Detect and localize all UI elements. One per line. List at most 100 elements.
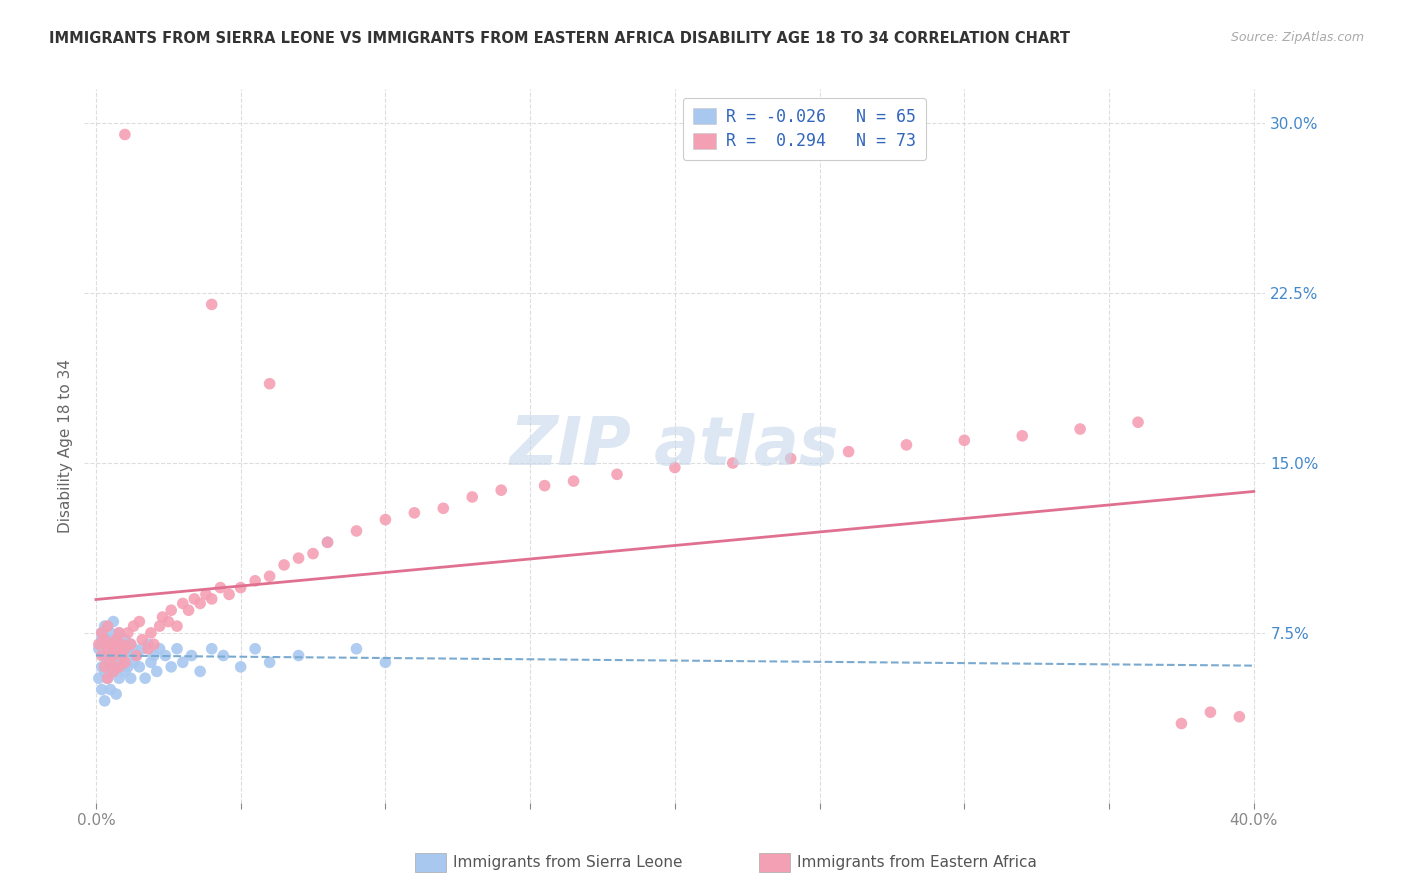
Y-axis label: Disability Age 18 to 34: Disability Age 18 to 34 [58,359,73,533]
Point [93,637,115,651]
Point [145,665,167,679]
Point [316,535,339,549]
Point [111,637,134,651]
Point [114,632,136,647]
Point [606,467,628,482]
Text: IMMIGRANTS FROM SIERRA LEONE VS IMMIGRANTS FROM EASTERN AFRICA DISABILITY AGE 18: IMMIGRANTS FROM SIERRA LEONE VS IMMIGRAN… [49,31,1070,46]
Point [90,648,112,663]
Point [139,656,162,670]
Point [149,619,172,633]
Point [108,626,131,640]
Point [155,648,177,663]
Point [103,648,125,663]
Point [166,619,188,633]
Point [103,615,125,629]
Point [149,641,172,656]
Point [105,648,128,663]
Point [105,660,128,674]
Point [90,626,112,640]
Point [111,648,134,663]
Point [131,641,153,656]
Point [1126,415,1149,429]
Point [346,641,368,656]
Text: Source: ZipAtlas.com: Source: ZipAtlas.com [1230,31,1364,45]
Point [953,434,976,448]
Point [100,641,122,656]
Point [134,671,156,685]
Point [180,648,202,663]
Point [108,641,131,656]
Point [721,456,744,470]
Legend: R = -0.026   N = 65, R =  0.294   N = 73: R = -0.026 N = 65, R = 0.294 N = 73 [683,97,927,161]
Point [125,648,148,663]
Point [287,648,309,663]
Point [1011,429,1033,443]
Point [90,632,112,647]
Point [103,637,125,651]
Point [838,444,860,458]
Point [114,665,136,679]
Point [128,615,150,629]
Point [1170,716,1192,731]
Point [287,551,309,566]
Point [96,641,118,656]
Point [103,665,125,679]
Point [103,648,125,663]
Point [664,460,686,475]
Point [273,558,295,572]
Point [93,648,115,663]
Point [111,637,134,651]
Point [96,671,118,685]
Point [166,641,188,656]
Point [117,626,139,640]
Point [96,641,118,656]
Point [201,297,224,311]
Point [100,626,122,640]
Point [122,656,145,670]
Point [114,648,136,663]
Point [533,478,555,492]
Point [114,641,136,656]
Point [404,506,426,520]
Point [201,591,224,606]
Point [90,626,112,640]
Point [90,682,112,697]
Point [188,597,211,611]
Point [259,656,281,670]
Point [100,637,122,651]
Point [93,694,115,708]
Point [96,656,118,670]
Point [139,626,162,640]
Point [218,587,240,601]
Point [105,632,128,647]
Point [87,641,110,656]
Point [105,687,128,701]
Point [896,438,918,452]
Point [316,535,339,549]
Point [117,660,139,674]
Point [1069,422,1091,436]
Point [142,648,165,663]
Point [172,656,194,670]
Point [188,665,211,679]
Point [100,660,122,674]
Point [87,637,110,651]
Text: ZIP atlas: ZIP atlas [510,413,839,479]
Point [90,660,112,674]
Point [100,682,122,697]
Point [157,615,180,629]
Point [201,641,224,656]
Point [108,626,131,640]
Point [131,632,153,647]
Point [1227,709,1250,723]
Point [96,619,118,633]
Point [243,574,266,588]
Point [183,591,205,606]
Point [160,603,183,617]
Point [111,656,134,670]
Point [1199,705,1222,719]
Point [136,637,159,651]
Point [136,641,159,656]
Point [117,641,139,656]
Point [120,671,142,685]
